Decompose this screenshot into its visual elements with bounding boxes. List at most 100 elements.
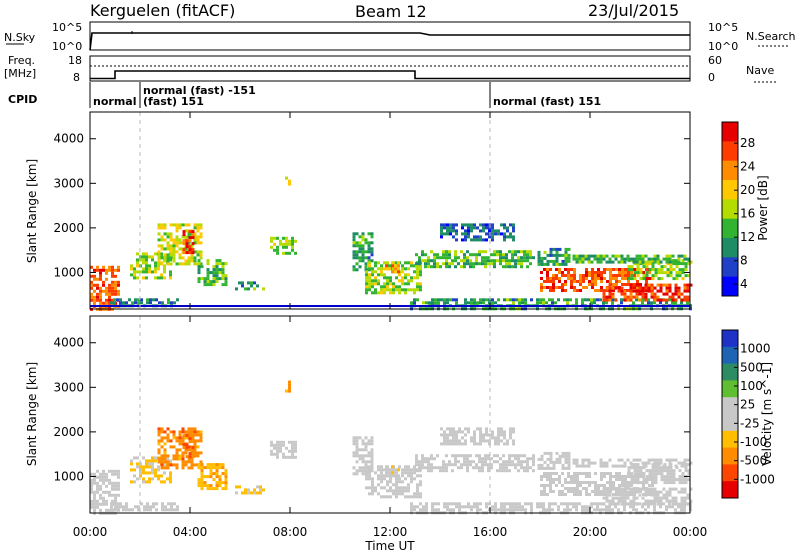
echo-cell xyxy=(526,253,529,257)
echo-cell xyxy=(370,460,374,464)
echo-cell xyxy=(650,490,654,494)
echo-cell xyxy=(398,291,401,295)
echo-cell xyxy=(648,478,651,481)
echo-cell xyxy=(99,493,102,497)
echo-cell xyxy=(221,481,225,485)
echo-cell xyxy=(517,463,520,467)
echo-cell xyxy=(585,271,588,274)
echo-cell xyxy=(555,259,559,263)
echo-cell xyxy=(464,439,467,443)
echo-cell xyxy=(612,274,615,277)
echo-cell xyxy=(200,469,204,473)
echo-cell xyxy=(482,436,485,440)
echo-cell xyxy=(206,466,210,470)
echo-cell xyxy=(633,469,637,473)
echo-cell xyxy=(576,493,579,496)
echo-cell xyxy=(355,472,359,476)
y-tick-label: 3000 xyxy=(53,380,84,394)
echo-cell xyxy=(469,265,472,269)
echo-region xyxy=(415,250,535,269)
echo-cell xyxy=(561,259,565,263)
echo-cell xyxy=(564,478,567,481)
echo-cell xyxy=(671,458,675,462)
echo-cell xyxy=(142,258,145,262)
echo-cell xyxy=(157,264,160,268)
echo-cell xyxy=(666,475,670,479)
echo-cell xyxy=(615,280,618,283)
echo-cell xyxy=(388,468,391,472)
echo-cell xyxy=(484,259,487,263)
echo-cell xyxy=(209,484,213,488)
echo-cell xyxy=(434,298,437,302)
echo-cell xyxy=(114,274,117,278)
echo-cell xyxy=(476,427,479,431)
echo-cell xyxy=(632,502,636,506)
echo-cell xyxy=(584,458,588,462)
echo-cell xyxy=(130,480,133,484)
echo-cell xyxy=(190,259,194,263)
echo-cell xyxy=(413,492,416,496)
echo-cell xyxy=(193,241,197,245)
echo-cell xyxy=(111,274,114,278)
echo-cell xyxy=(163,460,167,464)
echo-cell xyxy=(175,244,179,248)
echo-cell xyxy=(503,235,506,239)
echo-cell xyxy=(461,430,464,434)
echo-region xyxy=(572,254,693,264)
echo-cell xyxy=(133,276,136,280)
echo-cell xyxy=(588,271,591,274)
echo-cell xyxy=(567,253,571,257)
echo-cell xyxy=(464,223,467,227)
echo-cell xyxy=(142,261,145,265)
echo-cell xyxy=(178,262,182,266)
echo-cell xyxy=(573,478,576,481)
echo-cell xyxy=(576,487,579,490)
echo-cell xyxy=(618,280,621,283)
echo-cell xyxy=(401,486,404,490)
echo-cell xyxy=(134,505,137,509)
echo-cell xyxy=(641,254,645,258)
echo-cell xyxy=(491,238,494,242)
echo-cell xyxy=(494,502,497,506)
echo-cell xyxy=(636,274,640,278)
echo-cell xyxy=(199,223,203,227)
echo-cell xyxy=(651,475,655,479)
echo-cell xyxy=(111,280,114,284)
echo-cell xyxy=(497,229,500,233)
echo-cell xyxy=(352,256,356,260)
echo-cell xyxy=(526,259,529,263)
echo-cell xyxy=(291,242,294,246)
colorbar-tick-label: 16 xyxy=(740,207,755,221)
echo-cell xyxy=(172,223,176,227)
echo-cell xyxy=(374,291,377,295)
echo-cell xyxy=(383,282,386,286)
echo-cell xyxy=(494,442,497,446)
echo-cell xyxy=(374,489,377,493)
echo-cell xyxy=(656,298,660,302)
x-tick-label: 20:00 xyxy=(573,525,608,539)
echo-cell xyxy=(361,454,365,458)
echo-cell xyxy=(394,267,397,271)
echo-cell xyxy=(558,478,561,481)
echo-cell xyxy=(380,270,383,274)
echo-cell xyxy=(587,464,591,468)
echo-cell xyxy=(665,260,669,264)
echo-cell xyxy=(221,277,225,281)
echo-cell xyxy=(599,257,603,261)
echo-cell xyxy=(224,478,228,482)
echo-cell xyxy=(285,389,288,393)
echo-cell xyxy=(96,295,99,299)
echo-cell xyxy=(117,481,120,485)
echo-cell xyxy=(96,505,99,509)
echo-cell xyxy=(650,283,654,287)
echo-cell xyxy=(276,440,279,444)
echo-region xyxy=(540,268,654,292)
echo-cell xyxy=(647,487,651,491)
echo-cell xyxy=(193,226,197,230)
echo-cell xyxy=(200,265,204,269)
echo-cell xyxy=(491,229,494,233)
echo-cell xyxy=(455,238,458,242)
echo-cell xyxy=(199,232,203,236)
echo-cell xyxy=(114,280,117,284)
echo-cell xyxy=(282,440,285,444)
